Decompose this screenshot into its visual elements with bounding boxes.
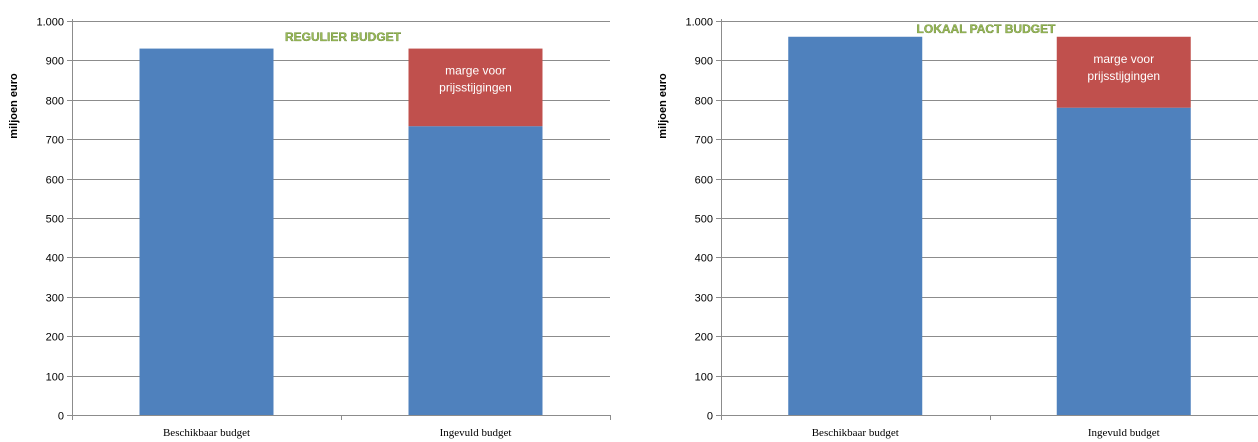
annotation-margin-label: prijsstijgingen — [1087, 69, 1160, 83]
y-tick-label: 900 — [695, 56, 713, 68]
bar-beschikbaar-budget — [788, 36, 923, 415]
y-tick-label: 200 — [46, 332, 64, 344]
annotation-margin-label: marge voor — [445, 64, 506, 78]
y-tick-label: 300 — [695, 293, 713, 305]
y-tick-label: 600 — [695, 175, 713, 187]
bar-margin-ingevuld-budget — [408, 48, 543, 127]
y-tick-label: 400 — [695, 253, 713, 265]
y-tick-label: 300 — [46, 293, 64, 305]
y-axis-title: miljoen euro — [657, 73, 669, 139]
y-axis-title: miljoen euro — [8, 73, 20, 139]
chart-title: REGULIER BUDGET — [285, 30, 402, 44]
bar-ingevuld-budget — [408, 126, 543, 415]
chart-lokaal-pact-budget: 0 100 200 300 400 500 600 700 800 900 1.000 Beschik… — [629, 0, 1258, 442]
x-tick-label: Beschikbaar budget — [163, 427, 250, 439]
y-tick-label: 500 — [695, 214, 713, 226]
y-tick-label: 200 — [695, 332, 713, 344]
y-tick-label: 500 — [46, 214, 64, 226]
y-tick-label: 700 — [46, 135, 64, 147]
y-tick-label: 100 — [46, 372, 64, 384]
y-tick-label: 1.000 — [685, 17, 713, 29]
bar-margin-ingevuld-budget — [1056, 36, 1191, 108]
y-tick-label: 800 — [46, 96, 64, 108]
y-tick-label: 0 — [58, 411, 64, 423]
chart-lokaal-pact-svg: 0 100 200 300 400 500 600 700 800 900 1.000 Beschik… — [657, 17, 1258, 439]
y-tick-label: 700 — [695, 135, 713, 147]
x-tick-label: Ingevuld budget — [1088, 427, 1160, 439]
x-tick-label: Ingevuld budget — [440, 427, 512, 439]
chart-regulier-budget: 0 100 200 300 400 500 600 700 800 900 1.000 Beschik… — [8, 17, 611, 439]
y-tick-label: 800 — [695, 96, 713, 108]
annotation-margin-label: prijsstijgingen — [439, 81, 512, 95]
y-tick-label: 100 — [695, 372, 713, 384]
chart-title: LOKAAL PACT BUDGET — [917, 22, 1057, 36]
y-tick-label: 0 — [707, 411, 713, 423]
y-tick-label: 600 — [46, 175, 64, 187]
y-tick-label: 400 — [46, 253, 64, 265]
chart-regulier-svg: 0 100 200 300 400 500 600 700 800 900 1.000 Beschik… — [8, 17, 611, 439]
bar-ingevuld-budget — [1056, 107, 1191, 416]
annotation-margin-label: marge voor — [1093, 52, 1154, 66]
y-tick-label: 1.000 — [36, 17, 64, 29]
y-tick-label: 900 — [46, 56, 64, 68]
x-tick-label: Beschikbaar budget — [812, 427, 899, 439]
bar-beschikbaar-budget — [139, 48, 274, 416]
